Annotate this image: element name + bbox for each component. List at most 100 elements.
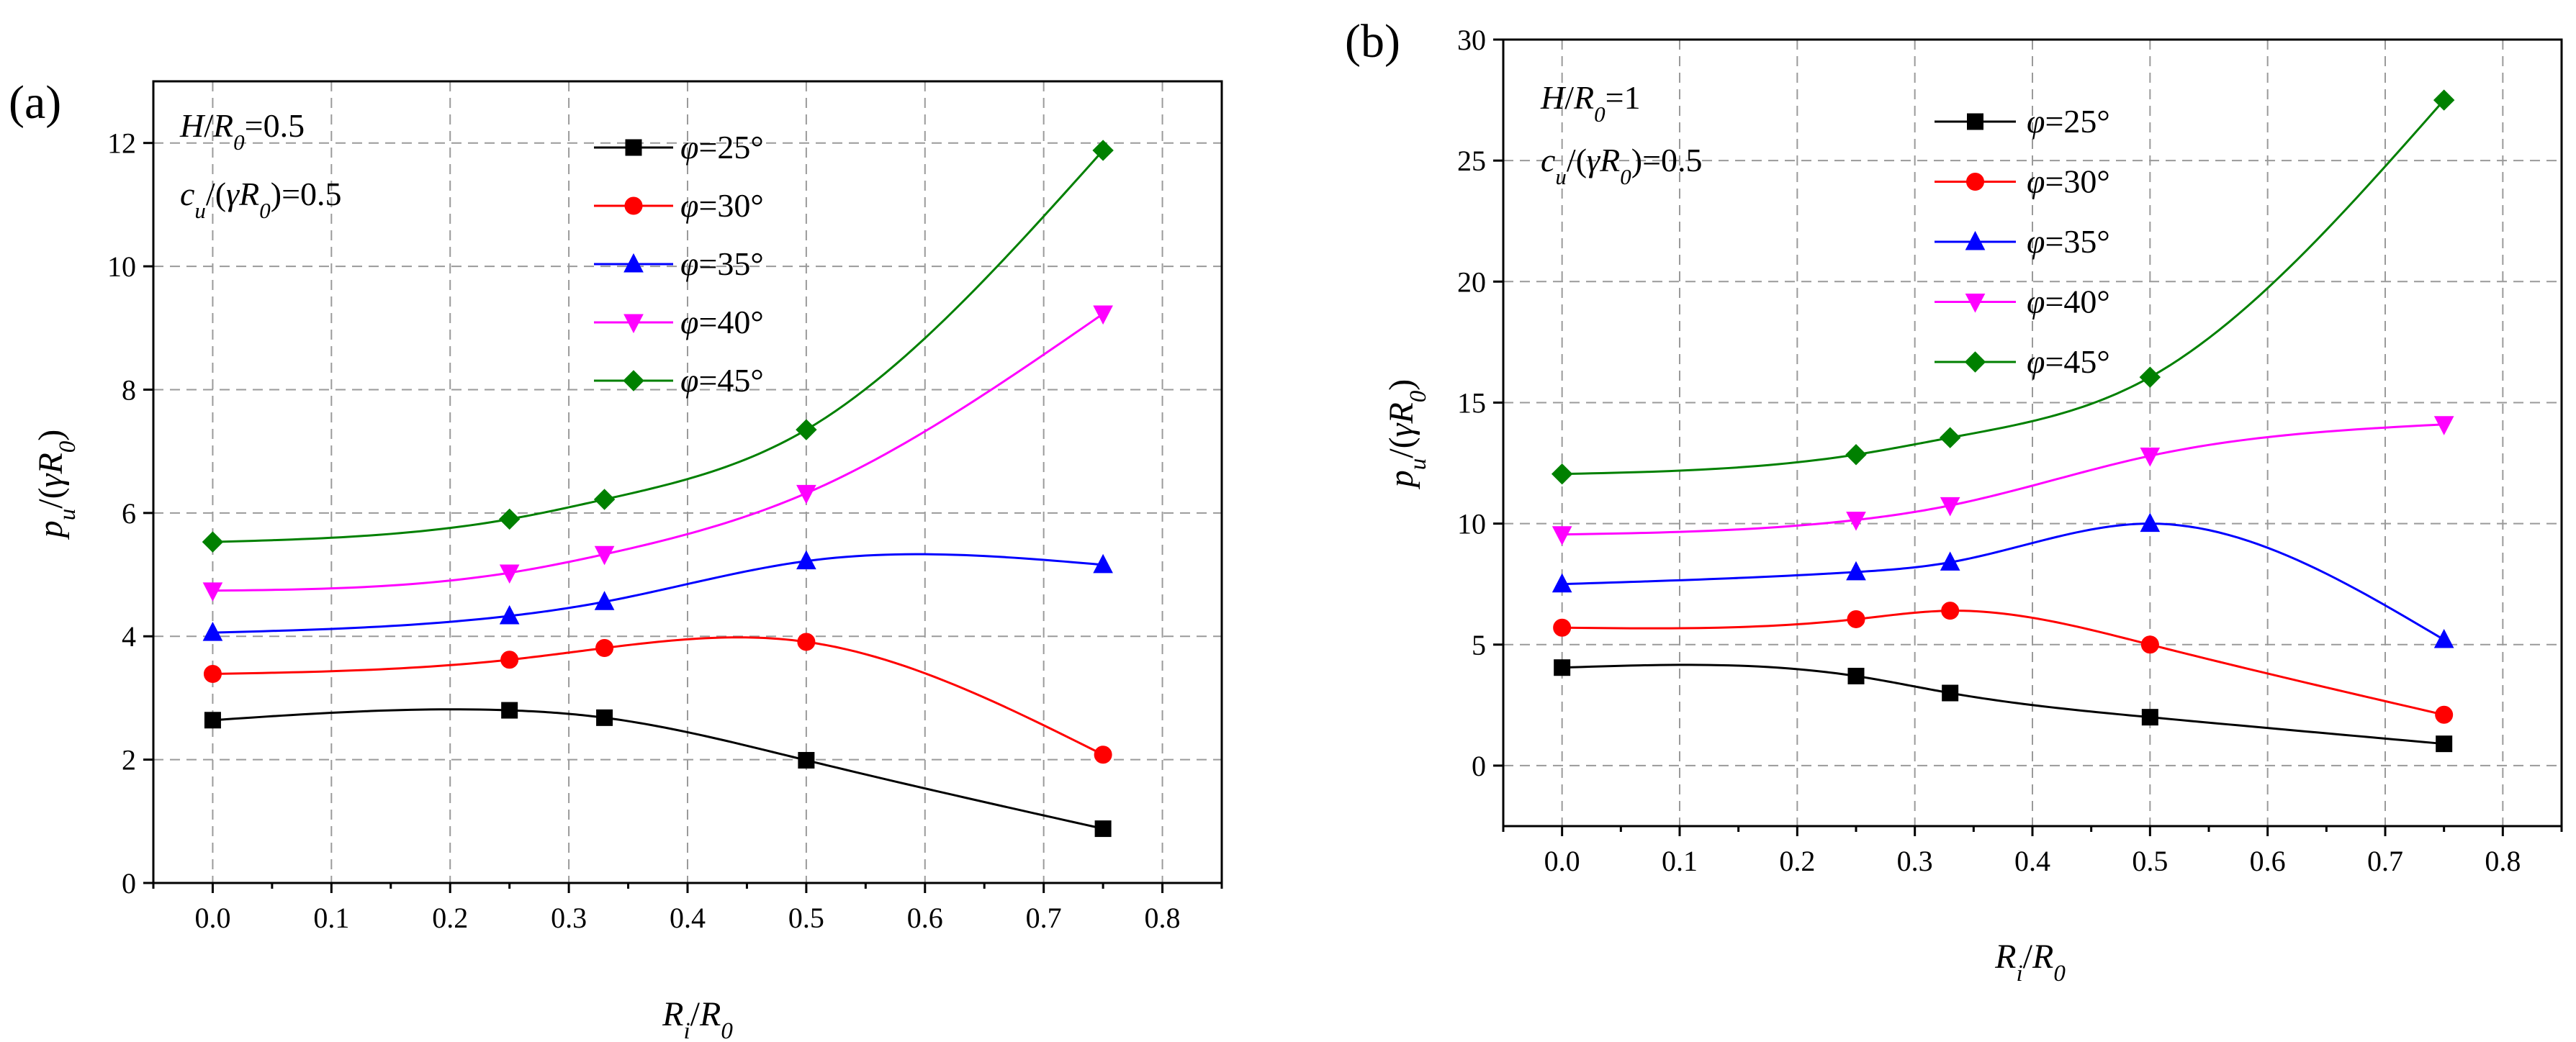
data-point [498,508,521,530]
series-line [212,636,1104,756]
series-line [212,312,1104,592]
y-tick-label: 2 [122,744,136,776]
data-point [1940,551,1960,571]
y-tick-label: 0 [122,867,136,900]
x-tick-label: 0.5 [788,902,824,934]
legend-item: φ=45° [1935,343,2110,380]
legend-label: φ=30° [680,187,764,224]
series-line [212,708,1104,830]
data-point [203,665,222,684]
x-tick-label: 0.6 [907,902,943,934]
y-tick-label: 25 [1457,145,1486,177]
y-axis-label: pu/(γR0) [1382,379,1431,490]
y-tick-label: 10 [107,250,136,283]
data-point [796,550,816,570]
legend-label: φ=40° [680,304,764,340]
x-tick-label: 0.8 [1145,902,1181,934]
y-tick-label: 4 [122,620,136,653]
data-point [2140,447,2161,467]
data-point [1551,463,1573,485]
annotation: H/R0=0.5 [179,107,305,155]
y-axis: 0 5 10 15 20 25 30 [1457,24,1503,782]
legend-marker [1964,351,1986,373]
data-point [796,419,817,440]
data-point [596,709,613,726]
series-line [1562,522,2445,641]
y-tick-label: 12 [107,127,136,160]
x-tick-label: 0.1 [1662,845,1698,877]
legend-label: φ=40° [2027,284,2110,320]
legend-marker [625,139,642,156]
legend-item: φ=40° [594,304,764,340]
y-tick-label: 10 [1457,508,1486,540]
legend-marker [623,370,644,391]
legend: φ=25° φ=30° φ=35° φ=40° φ=45° [594,129,764,399]
y-tick-label: 15 [1457,386,1486,419]
data-point [2139,366,2161,388]
x-tick-label: 0.0 [194,902,230,934]
data-point [1552,526,1572,545]
x-tick-label: 0.7 [2367,845,2403,877]
data-point [2433,416,2454,435]
data-point [2140,635,2159,654]
data-point [1093,553,1113,574]
legend-label: φ=35° [680,245,764,282]
x-tick-label: 0.8 [2485,845,2521,877]
x-axis: 0.0 0.1 0.2 0.3 0.4 0.5 0.6 0.7 0.8 [152,883,1223,934]
series-square [204,702,1112,838]
data-point [797,633,816,651]
data-point [594,545,615,566]
series-diamond [1551,89,2455,485]
legend-label: φ=30° [2027,163,2110,200]
legend-marker [623,253,644,273]
data-point [1942,684,1959,702]
series-triangle-down [1552,416,2454,545]
legend: φ=25° φ=30° φ=35° φ=40° φ=45° [1935,103,2110,380]
x-tick-label: 0.2 [1779,845,1815,877]
data-point [202,582,223,602]
data-point [2433,89,2455,111]
data-point [594,591,615,610]
x-tick-label: 0.4 [2014,845,2050,877]
x-tick-label: 0.3 [551,902,587,934]
legend-marker [1967,113,1983,130]
data-point [500,651,519,669]
legend-marker [1966,173,1984,191]
legend-marker [624,196,643,215]
data-point [499,564,520,584]
y-axis: 0 2 4 6 8 10 12 [107,127,153,900]
data-point [1094,746,1112,764]
x-tick-label: 0.1 [313,902,349,934]
panel-label: (a) [9,76,61,129]
series-line [1562,610,2445,716]
data-point [1553,618,1572,637]
data-point [1552,573,1572,593]
x-tick-label: 0.4 [670,902,706,934]
data-point [501,702,518,719]
x-tick-label: 0.2 [432,902,468,934]
series-triangle-up [1552,512,2454,648]
legend-item: φ=45° [594,362,764,399]
data-point [202,531,224,553]
series-line [212,149,1104,543]
legend-item: φ=40° [1935,284,2110,320]
annotation: cu/(γR0)=0.5 [180,176,342,223]
legend-label: φ=25° [2027,103,2110,140]
series-circle [203,633,1112,764]
x-tick-label: 0.5 [2132,845,2168,877]
y-axis-label: pu/(γR0) [32,430,81,540]
x-tick-label: 0.3 [1897,845,1933,877]
data-point [2436,735,2453,753]
legend-label: φ=35° [2027,223,2110,260]
data-point [1846,512,1866,531]
series-triangle-down [202,305,1113,602]
data-point [798,751,815,769]
panel-a: 0.0 0.1 0.2 0.3 0.4 0.5 0.6 0.7 0.8 0 2 4 6 8 10 12 Ri/R… [9,76,1223,1042]
series-line [1562,423,2444,536]
legend-item: φ=25° [1935,103,2110,140]
legend-marker [1965,230,1986,250]
data-point [1093,305,1113,325]
y-tick-label: 0 [1472,750,1486,782]
data-point [1845,444,1867,466]
x-tick-label: 0.7 [1026,902,1062,934]
